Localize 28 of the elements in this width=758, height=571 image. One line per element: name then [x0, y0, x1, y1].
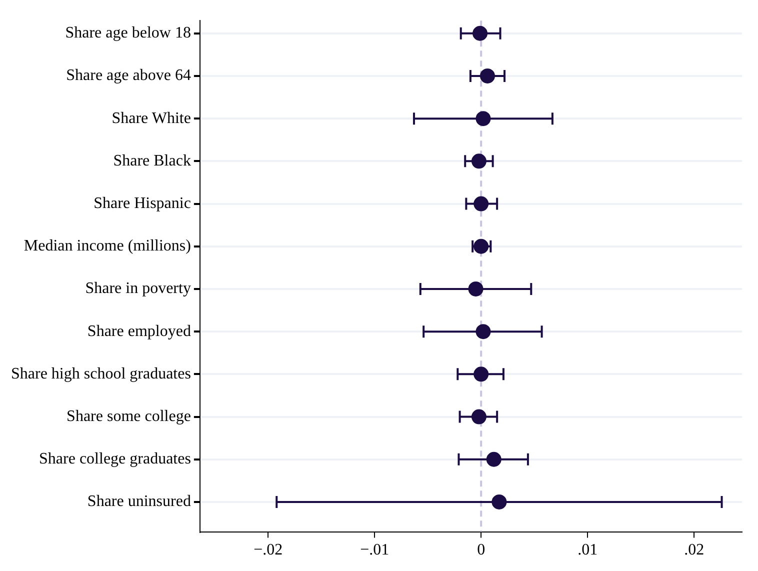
point [471, 154, 486, 169]
point [492, 494, 507, 510]
point [476, 111, 491, 126]
y-tick-label: Share employed [87, 322, 191, 340]
y-tick-label: Share Hispanic [94, 194, 191, 212]
y-tick-label: Share in poverty [85, 280, 191, 298]
x-tick-label: .01 [578, 542, 598, 559]
y-tick-label: Share White [112, 110, 191, 127]
point [476, 324, 491, 340]
x-tick-label: 0 [477, 542, 486, 559]
y-tick-label: Share uninsured [87, 493, 191, 510]
point [468, 281, 484, 296]
point [480, 68, 495, 84]
point [472, 26, 488, 41]
point [474, 196, 489, 212]
x-tick-label: −.01 [360, 542, 390, 559]
point [471, 409, 486, 424]
y-tick-label: Median income (millions) [24, 238, 191, 255]
y-tick-label: Share high school graduates [11, 365, 191, 382]
x-tick-label: −.02 [254, 542, 283, 559]
y-tick-label: Share college graduates [39, 450, 191, 468]
y-tick-label: Share age below 18 [65, 24, 191, 42]
y-tick-label: Share Black [113, 152, 191, 170]
x-tick-label: .02 [684, 542, 704, 559]
point [486, 452, 502, 467]
y-tick-label: Share age above 64 [66, 67, 191, 84]
point [474, 366, 489, 382]
y-tick-label: Share some college [66, 408, 191, 425]
